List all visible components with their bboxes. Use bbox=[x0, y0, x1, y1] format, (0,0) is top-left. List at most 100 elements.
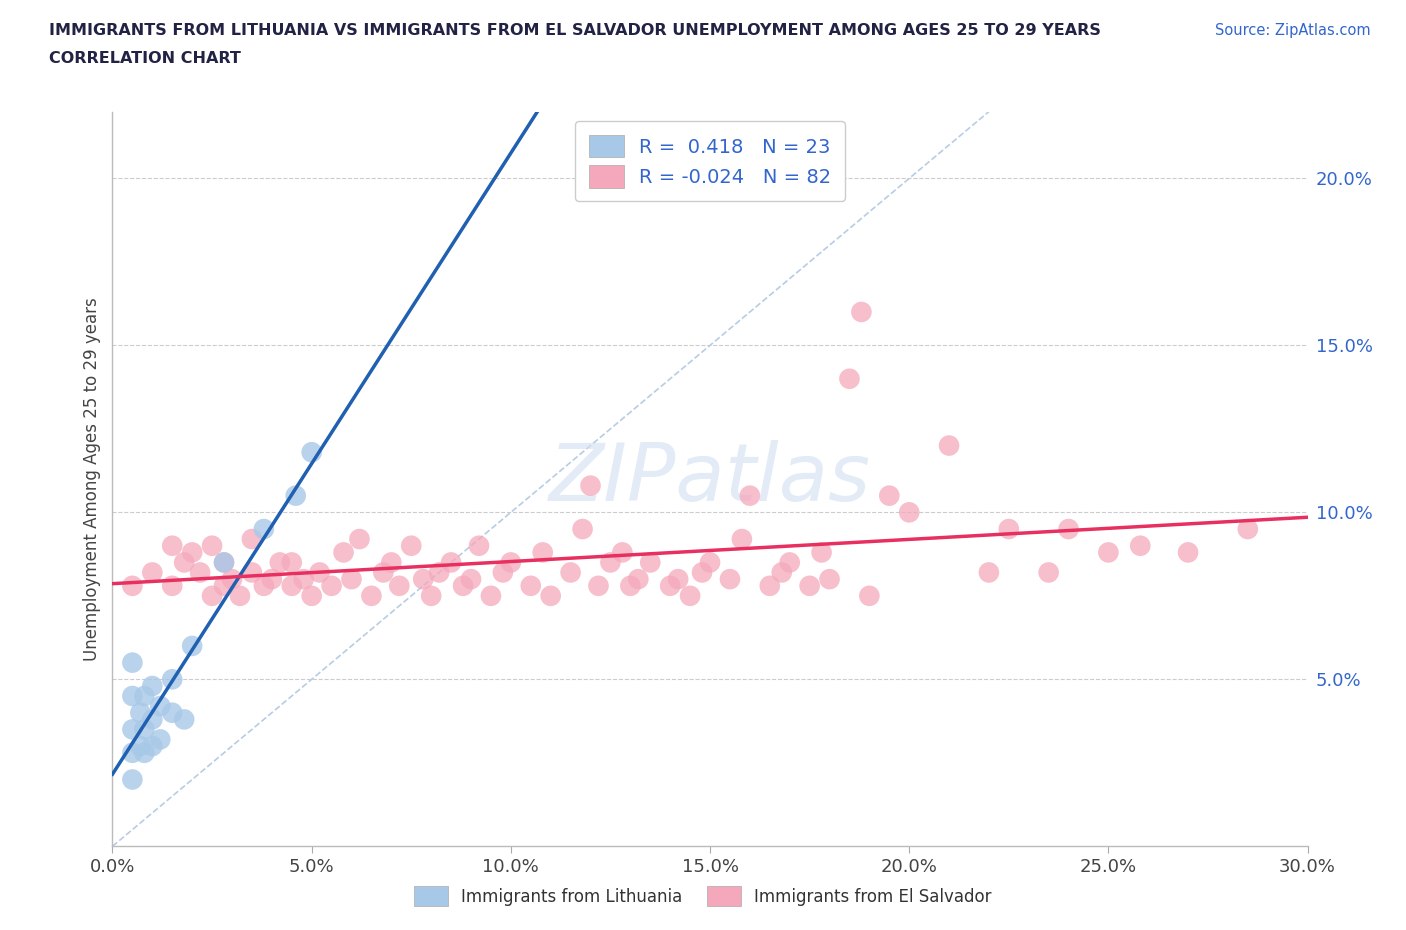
Point bbox=[818, 572, 841, 587]
Point bbox=[141, 738, 163, 753]
Point bbox=[412, 572, 434, 587]
Point bbox=[373, 565, 395, 580]
Point bbox=[301, 589, 323, 604]
Point bbox=[149, 732, 172, 747]
Text: Source: ZipAtlas.com: Source: ZipAtlas.com bbox=[1215, 23, 1371, 38]
Point bbox=[301, 445, 323, 459]
Point bbox=[129, 738, 152, 753]
Point bbox=[134, 745, 156, 760]
Point bbox=[977, 565, 1000, 580]
Point bbox=[731, 532, 754, 547]
Point bbox=[1097, 545, 1119, 560]
Point bbox=[134, 722, 156, 737]
Point bbox=[619, 578, 641, 593]
Point bbox=[349, 532, 371, 547]
Point bbox=[838, 371, 860, 386]
Point bbox=[201, 589, 224, 604]
Point bbox=[738, 488, 761, 503]
Point bbox=[181, 545, 204, 560]
Point bbox=[121, 722, 143, 737]
Point bbox=[221, 572, 243, 587]
Point bbox=[121, 688, 143, 703]
Point bbox=[779, 555, 801, 570]
Point bbox=[599, 555, 621, 570]
Point bbox=[531, 545, 554, 560]
Point bbox=[121, 656, 143, 671]
Point bbox=[460, 572, 482, 587]
Point bbox=[1237, 522, 1260, 537]
Point bbox=[679, 589, 702, 604]
Point bbox=[292, 572, 315, 587]
Point bbox=[134, 688, 156, 703]
Point bbox=[810, 545, 832, 560]
Point bbox=[229, 589, 252, 604]
Point bbox=[799, 578, 821, 593]
Point bbox=[938, 438, 960, 453]
Point bbox=[308, 565, 330, 580]
Text: IMMIGRANTS FROM LITHUANIA VS IMMIGRANTS FROM EL SALVADOR UNEMPLOYMENT AMONG AGES: IMMIGRANTS FROM LITHUANIA VS IMMIGRANTS … bbox=[49, 23, 1101, 38]
Point bbox=[659, 578, 682, 593]
Point bbox=[579, 478, 602, 493]
Point bbox=[260, 572, 283, 587]
Legend: R =  0.418   N = 23, R = -0.024   N = 82: R = 0.418 N = 23, R = -0.024 N = 82 bbox=[575, 121, 845, 201]
Point bbox=[121, 745, 143, 760]
Point bbox=[141, 712, 163, 727]
Point bbox=[879, 488, 901, 503]
Y-axis label: Unemployment Among Ages 25 to 29 years: Unemployment Among Ages 25 to 29 years bbox=[83, 297, 101, 661]
Point bbox=[571, 522, 593, 537]
Point bbox=[121, 772, 143, 787]
Text: CORRELATION CHART: CORRELATION CHART bbox=[49, 51, 240, 66]
Point bbox=[492, 565, 515, 580]
Point bbox=[1038, 565, 1060, 580]
Point bbox=[253, 578, 276, 593]
Point bbox=[121, 578, 143, 593]
Point bbox=[380, 555, 402, 570]
Point bbox=[690, 565, 713, 580]
Point bbox=[1177, 545, 1199, 560]
Point bbox=[718, 572, 741, 587]
Point bbox=[451, 578, 474, 593]
Point bbox=[612, 545, 634, 560]
Point bbox=[770, 565, 793, 580]
Point bbox=[640, 555, 662, 570]
Point bbox=[360, 589, 382, 604]
Point bbox=[281, 578, 304, 593]
Text: ZIPatlas: ZIPatlas bbox=[548, 440, 872, 518]
Point bbox=[332, 545, 354, 560]
Point bbox=[181, 639, 204, 654]
Point bbox=[560, 565, 582, 580]
Point bbox=[162, 671, 183, 686]
Point bbox=[420, 589, 443, 604]
Point bbox=[173, 555, 195, 570]
Point bbox=[149, 698, 172, 713]
Point bbox=[141, 565, 163, 580]
Point bbox=[998, 522, 1021, 537]
Point bbox=[440, 555, 463, 570]
Point bbox=[759, 578, 782, 593]
Legend: Immigrants from Lithuania, Immigrants from El Salvador: Immigrants from Lithuania, Immigrants fr… bbox=[408, 880, 998, 912]
Point bbox=[240, 532, 263, 547]
Point bbox=[666, 572, 689, 587]
Point bbox=[212, 555, 235, 570]
Point bbox=[212, 555, 235, 570]
Point bbox=[141, 679, 163, 694]
Point bbox=[253, 522, 276, 537]
Point bbox=[898, 505, 921, 520]
Point bbox=[162, 705, 183, 720]
Point bbox=[162, 578, 183, 593]
Point bbox=[401, 538, 423, 553]
Point bbox=[1057, 522, 1080, 537]
Point bbox=[858, 589, 880, 604]
Point bbox=[173, 712, 195, 727]
Point bbox=[468, 538, 491, 553]
Point bbox=[1129, 538, 1152, 553]
Point bbox=[427, 565, 450, 580]
Point bbox=[240, 565, 263, 580]
Point bbox=[540, 589, 562, 604]
Point bbox=[627, 572, 650, 587]
Point bbox=[851, 304, 873, 319]
Point bbox=[388, 578, 411, 593]
Point bbox=[520, 578, 543, 593]
Point bbox=[162, 538, 183, 553]
Point bbox=[281, 555, 304, 570]
